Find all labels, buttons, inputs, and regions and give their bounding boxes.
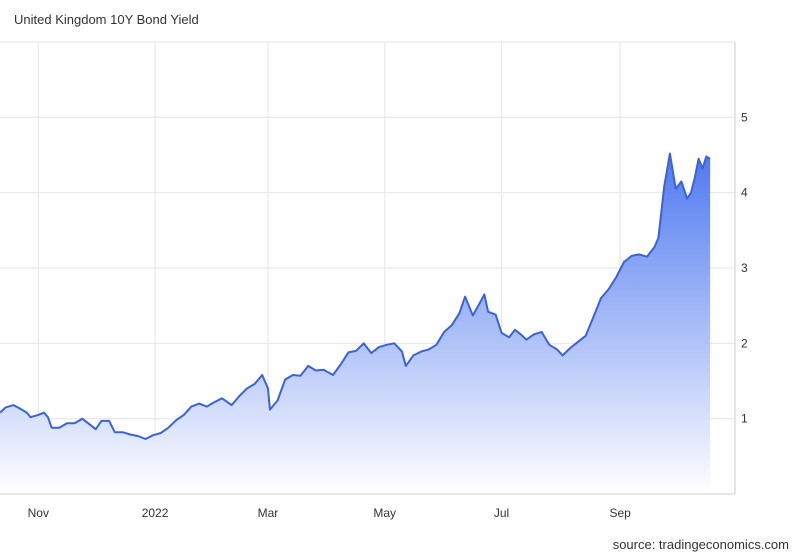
x-tick-label: Jul: [494, 506, 509, 520]
x-tick-label: Sep: [609, 506, 631, 520]
series-area: [0, 153, 711, 494]
x-tick-label: Mar: [258, 506, 279, 520]
x-tick-label: Nov: [28, 506, 49, 520]
axes: [0, 42, 736, 495]
tick-labels: 1 2 3 4 5 Nov 2022 Mar May Jul Sep: [28, 110, 748, 520]
x-tick-label: May: [373, 506, 396, 520]
x-tick-label: 2022: [142, 506, 169, 520]
y-tick-label: 3: [741, 261, 748, 275]
yield-area: [0, 153, 711, 494]
series-line: [0, 152, 711, 440]
y-tick-label: 5: [741, 110, 748, 124]
chart-title: United Kingdom 10Y Bond Yield: [14, 12, 199, 27]
yield-line: [0, 152, 711, 440]
source-note: source: tradingeconomics.com: [612, 537, 789, 552]
y-tick-label: 2: [741, 336, 748, 350]
y-tick-label: 1: [741, 412, 748, 426]
y-tick-label: 4: [741, 186, 748, 200]
